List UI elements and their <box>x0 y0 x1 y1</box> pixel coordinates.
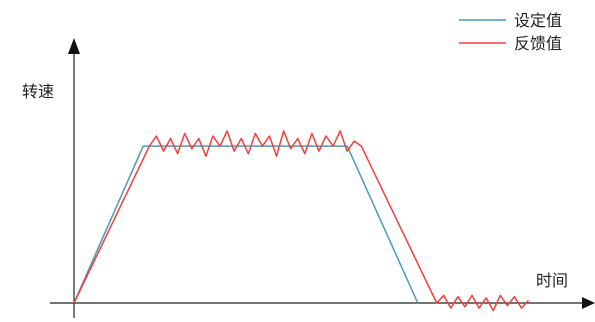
legend-label-1: 设定值 <box>514 11 562 30</box>
axes <box>50 38 595 318</box>
series-line-2 <box>73 130 530 312</box>
series-line-1 <box>73 145 419 304</box>
legend-label-2: 反馈值 <box>514 34 562 53</box>
series-layer <box>73 130 530 312</box>
x-axis-label: 时间 <box>536 271 568 290</box>
x-axis-arrow <box>582 297 595 309</box>
y-axis-label: 转速 <box>22 82 54 101</box>
y-axis-arrow <box>68 38 80 54</box>
